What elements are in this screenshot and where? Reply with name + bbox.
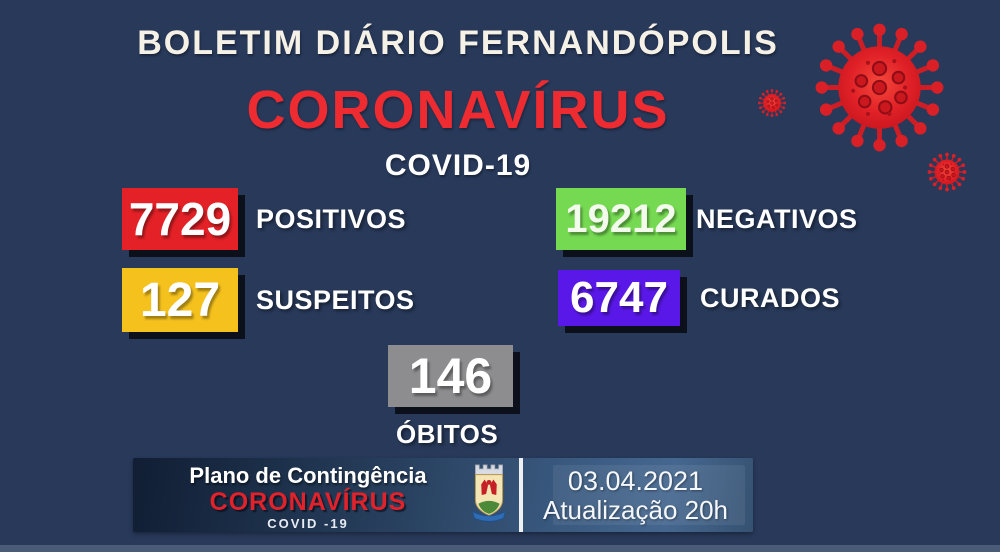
bottom-band xyxy=(0,545,1000,552)
header: BOLETIM DIÁRIO FERNANDÓPOLIS CORONAVÍRUS… xyxy=(0,0,916,183)
suspeitos-label: SUSPEITOS xyxy=(256,284,415,315)
curados-value: 6747 xyxy=(570,273,668,322)
footer-divider xyxy=(519,458,523,532)
program-coronavirus: CORONAVÍRUS xyxy=(209,488,407,516)
positivos-label: POSITIVOS xyxy=(256,203,407,234)
negativos-value: 19212 xyxy=(565,196,677,241)
footer-bar: Plano de Contingência CORONAVÍRUS COVID … xyxy=(133,458,753,532)
date-block: 03.04.2021 Atualização 20h xyxy=(523,466,748,524)
date-panel xyxy=(553,465,745,525)
suspeitos-value-box: 127 xyxy=(122,268,238,332)
obitos-value: 146 xyxy=(408,348,493,404)
positivos-value-box: 7729 xyxy=(122,188,238,250)
page-title: BOLETIM DIÁRIO FERNANDÓPOLIS xyxy=(137,24,779,62)
program-title: Plano de Contingência xyxy=(189,463,427,488)
update-time: Atualização 20h xyxy=(542,495,729,525)
curados-value-box: 6747 xyxy=(558,270,680,326)
main-heading: CORONAVÍRUS xyxy=(246,80,670,140)
obitos-label: ÓBITOS xyxy=(396,419,499,449)
sub-heading: COVID-19 xyxy=(384,149,532,182)
positivos-value: 7729 xyxy=(128,193,232,245)
virus-small-icon xyxy=(926,151,968,193)
contingency-program: Plano de Contingência CORONAVÍRUS COVID … xyxy=(153,463,463,531)
coat-of-arms-icon xyxy=(471,464,507,522)
obitos-value-box: 146 xyxy=(388,345,513,407)
negativos-label: NEGATIVOS xyxy=(696,203,858,234)
stat-obitos: 146 ÓBITOS xyxy=(388,345,513,450)
suspeitos-value: 127 xyxy=(139,273,221,327)
stat-positivos: 7729 POSITIVOS xyxy=(122,188,406,250)
bulletin-date: 03.04.2021 xyxy=(567,466,704,496)
stat-negativos: 19212 NEGATIVOS xyxy=(556,188,858,250)
stat-suspeitos: 127 SUSPEITOS xyxy=(122,268,415,332)
program-covid19: COVID -19 xyxy=(267,516,349,531)
stat-curados: 6747 CURADOS xyxy=(558,270,840,326)
curados-label: CURADOS xyxy=(700,282,841,313)
negativos-value-box: 19212 xyxy=(556,188,686,250)
